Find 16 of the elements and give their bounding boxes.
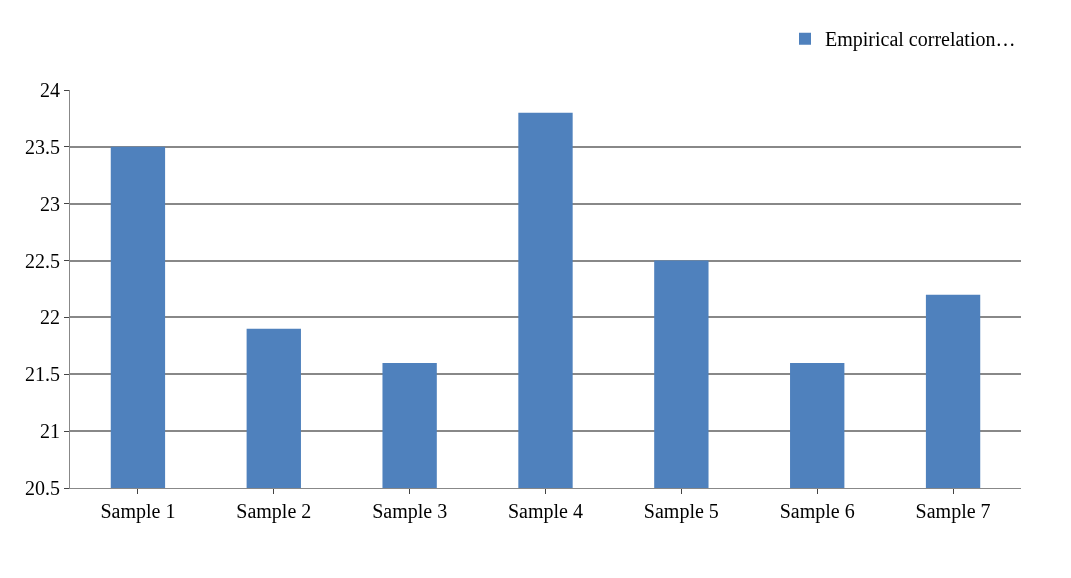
y-tick-label: 22 [40, 306, 60, 329]
x-tick-label: Sample 6 [779, 500, 855, 523]
y-tick-label: 23.5 [25, 135, 60, 158]
x-tick-label: Sample 5 [643, 500, 719, 523]
y-tick-label: 23 [40, 192, 60, 215]
y-tick-label: 24 [40, 79, 60, 101]
x-tick-label: Sample 4 [508, 500, 583, 523]
x-tick-label: Sample 3 [372, 500, 448, 523]
y-tick-label: 21 [40, 420, 60, 443]
x-tick-label: Sample 1 [100, 500, 176, 523]
y-tick-label: 22.5 [25, 249, 60, 272]
y-tick-label: 21.5 [25, 363, 60, 386]
x-tick-label: Sample 2 [236, 500, 312, 523]
legend-label: Empirical correlation… [825, 28, 1016, 52]
y-tick-label: 20.5 [25, 477, 60, 499]
x-tick-label: Sample 7 [915, 500, 991, 523]
